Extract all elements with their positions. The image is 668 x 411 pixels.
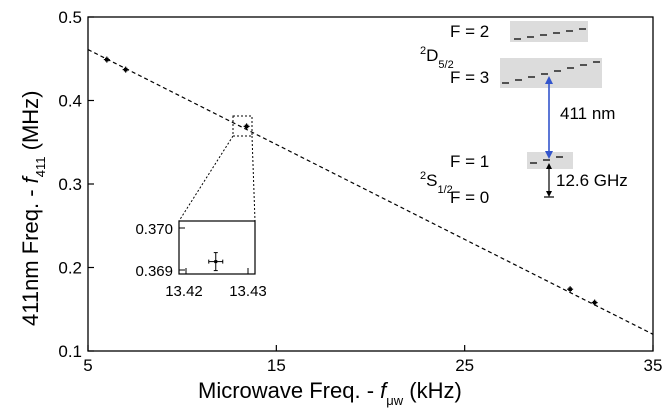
fit-line-group: [87, 49, 654, 335]
optical-arrow-head-bottom: [545, 151, 553, 159]
x-axis-label: Microwave Freq. - fμw (kHz): [198, 378, 462, 408]
y-tick-label: 0.4: [58, 92, 82, 111]
zoom-box: [232, 115, 253, 137]
x-tick-label: 35: [644, 356, 663, 375]
fit-line: [87, 49, 654, 335]
d-f2-band: [510, 21, 588, 42]
d-f2-label: F = 2: [450, 22, 489, 41]
s-state-label: 2S1/2: [420, 170, 453, 196]
inset-ytick-0: 0.370: [135, 221, 173, 238]
x-axis-ticks: 5 15 25 35: [83, 345, 662, 375]
d-f2-sublevels: [514, 28, 586, 40]
hyperfine-arrow-head-top: [546, 163, 552, 169]
y-tick-label: 0.3: [58, 175, 82, 194]
zoom-leader-left: [178, 135, 234, 222]
inset-xtick-0: 13.42: [165, 283, 203, 300]
x-tick-label: 5: [83, 356, 92, 375]
data-point: [122, 66, 129, 73]
inset-xtick-1: 13.43: [229, 283, 267, 300]
y-tick-label: 0.5: [58, 8, 82, 27]
level-diagram: F = 2 F = 3 2D5/2 F = 1 F = 0 2S1/2 411 …: [420, 21, 628, 207]
inset-frame: [178, 220, 256, 275]
d-f3-label: F = 3: [450, 68, 489, 87]
s-f0-label: F = 0: [450, 188, 489, 207]
s-f1-label: F = 1: [450, 152, 489, 171]
y-axis-label: 411nm Freq. - f411 (MHz): [18, 91, 48, 327]
data-point: [567, 286, 574, 293]
data-point: [243, 123, 250, 130]
inset-ticks: [179, 227, 249, 274]
hyperfine-arrow-head-bottom: [546, 191, 552, 197]
x-tick-label: 15: [267, 356, 286, 375]
data-points: [103, 56, 598, 306]
d-f3-sublevels: [502, 61, 600, 84]
data-point: [103, 56, 110, 63]
d-state-label: 2D5/2: [420, 45, 454, 71]
y-tick-label: 0.1: [58, 342, 82, 361]
s-f1-sublevels: [530, 156, 563, 164]
data-point: [591, 299, 598, 306]
y-tick-label: 0.2: [58, 259, 82, 278]
zoom-leader-right: [251, 135, 256, 222]
inset-data-point: [208, 252, 224, 272]
optical-arrow-head-top: [545, 76, 553, 84]
y-axis-ticks: 0.1 0.2 0.3 0.4 0.5: [58, 8, 94, 361]
optical-label: 411 nm: [560, 104, 615, 123]
hyperfine-label: 12.6 GHz: [556, 171, 628, 190]
inset-point: [208, 252, 224, 272]
x-tick-label: 25: [455, 356, 474, 375]
inset-ytick-1: 0.369: [135, 263, 173, 280]
